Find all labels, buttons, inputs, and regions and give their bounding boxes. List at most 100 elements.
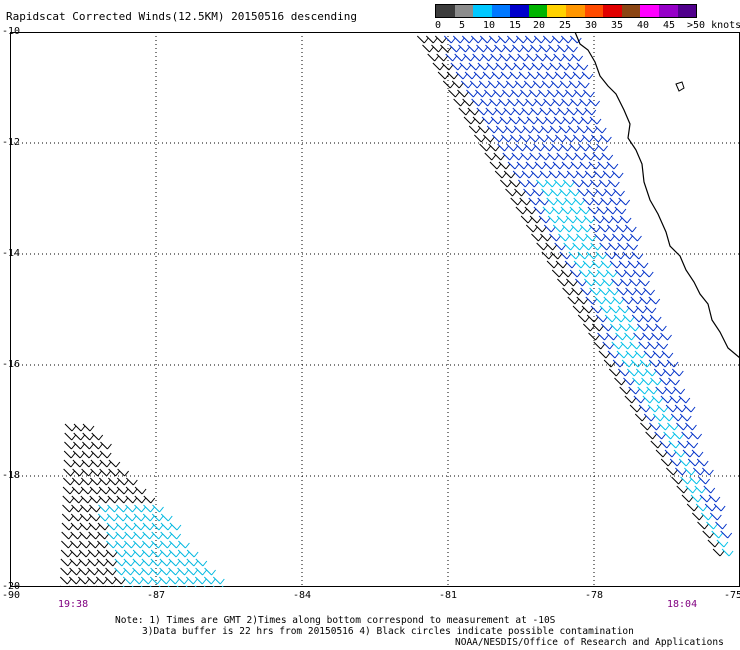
wind-barb [593,341,606,350]
wind-barb [70,522,83,531]
wind-barb [569,143,581,152]
wind-barb [554,242,567,251]
wind-barb [558,125,571,134]
wind-barb [482,71,495,80]
wind-barb [451,80,464,89]
wind-barb [62,504,74,513]
wind-barb [522,62,535,71]
wind-barb [513,125,526,134]
wind-barb [517,179,530,188]
wind-barb [635,368,648,377]
wind-barb [78,558,91,567]
wind-barb [484,89,496,98]
wind-barb [574,215,587,224]
wind-barb [570,98,583,107]
wind-barb [133,513,146,522]
wind-barb [557,278,569,287]
wind-barb [660,332,672,341]
wind-barb [709,512,722,521]
wind-barb [579,98,592,107]
wind-barb [125,495,138,504]
wind-barb [591,260,604,269]
wind-barb [149,576,162,585]
wind-barb [490,53,503,62]
wind-barb [566,278,578,287]
wind-barb [655,449,668,458]
wind-barb [89,495,102,504]
wind-barb [437,71,450,80]
wind-barb [657,359,670,368]
wind-barb [575,278,587,287]
wind-barb [464,71,477,80]
wind-barb [652,413,665,422]
wind-barb [114,567,126,576]
legend-swatch [658,5,678,17]
wind-map [10,32,740,587]
wind-barb [507,98,520,107]
wind-barb [498,98,511,107]
wind-barb [696,458,709,467]
wind-barb [485,107,498,116]
wind-barb [564,260,577,269]
wind-barb [541,80,554,89]
wind-barb [556,89,568,98]
wind-barb [702,530,715,539]
wind-barb [617,305,630,314]
wind-barb [667,422,679,431]
wind-barb [107,486,120,495]
wind-barb [514,80,527,89]
wind-barb [167,576,180,585]
wind-barb [596,143,608,152]
wind-barb [596,206,609,215]
wind-barb [707,539,720,548]
wind-barb [106,540,118,549]
wind-barb [501,134,513,143]
wind-barb [637,386,650,395]
legend-swatch [547,5,567,17]
wind-barb [562,116,575,125]
wind-barb [607,179,620,188]
legend-label: 40 [637,20,650,31]
wind-barb [186,558,199,567]
wind-barb [577,188,589,197]
wind-barb [481,53,494,62]
wind-barb [203,576,216,585]
wind-barb [524,206,537,215]
chart-title: Rapidscat Corrected Winds(12.5KM) 201505… [6,10,357,23]
wind-barb [594,233,606,242]
wind-barb [601,215,614,224]
wind-barb [568,188,580,197]
wind-barb [503,170,516,179]
wind-barb [620,278,632,287]
wind-barb [70,531,83,540]
wind-barb [551,269,564,278]
wind-barb [611,170,624,179]
wind-barb [508,179,521,188]
wind-barb [72,468,85,477]
wind-barb [602,278,614,287]
wind-barb [684,467,696,476]
wind-barb [540,62,553,71]
wind-barb [528,197,541,206]
wind-barb [669,458,682,467]
wind-barb [691,449,704,458]
wind-barb [71,486,84,495]
wind-barb [79,513,92,522]
wind-barb [619,323,631,332]
wind-barb [450,62,463,71]
wind-barb [160,531,173,540]
wind-barb [142,522,155,531]
wind-barb [660,458,673,467]
wind-barb [574,89,586,98]
wind-barb [511,152,524,161]
wind-barb [653,368,666,377]
wind-barb [491,71,504,80]
wind-barb [431,44,443,53]
wind-barb [486,125,499,134]
wind-barb [457,89,469,98]
wind-barb [432,62,445,71]
wind-barb [485,44,497,53]
wind-barb [626,242,639,251]
wind-barb [497,35,510,44]
wind-barb [571,179,584,188]
